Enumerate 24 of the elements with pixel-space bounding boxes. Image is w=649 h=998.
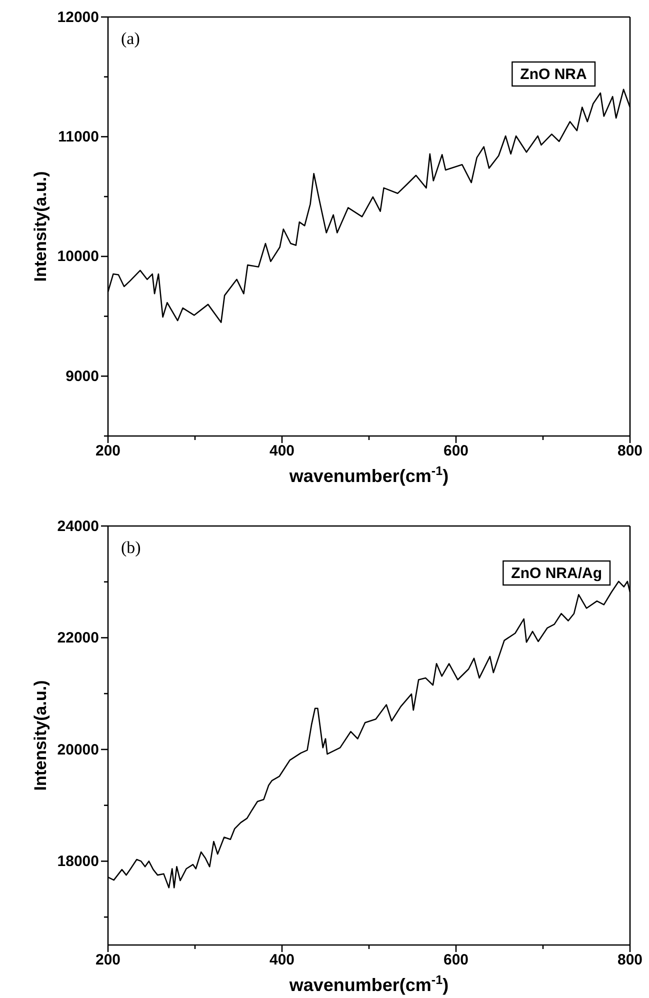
- series-label: ZnO NRA/Ag: [511, 565, 602, 582]
- x-tick-label: 600: [443, 442, 469, 460]
- x-tick-label: 600: [443, 952, 469, 969]
- annotation: (a): [121, 29, 140, 48]
- y-tick-label: 10000: [57, 248, 99, 266]
- annotation: (b): [121, 538, 141, 557]
- x-tick-label: 200: [95, 952, 121, 969]
- y-axis-title: Intensity(a.u.): [31, 171, 50, 282]
- x-tick-label: 800: [617, 952, 643, 969]
- y-tick-label: 11000: [58, 128, 99, 146]
- x-tick-label: 400: [269, 442, 295, 460]
- y-tick-label: 24000: [57, 518, 99, 535]
- y-tick-label: 18000: [57, 853, 99, 870]
- y-tick-label: 20000: [57, 741, 99, 758]
- x-tick-label: 800: [617, 442, 643, 460]
- x-axis-title: wavenumber(cm$^{-1}$): [288, 464, 449, 486]
- y-tick-label: 22000: [57, 630, 99, 647]
- y-tick-label: 12000: [57, 8, 99, 26]
- x-tick-label: 400: [269, 952, 295, 969]
- y-axis-title: Intensity(a.u.): [31, 680, 50, 791]
- x-tick-label: 200: [95, 442, 121, 460]
- y-tick-label: 9000: [66, 368, 99, 385]
- series-label: ZnO NRA: [520, 66, 587, 83]
- x-axis-title: wavenumber(cm$^{-1}$): [288, 973, 449, 995]
